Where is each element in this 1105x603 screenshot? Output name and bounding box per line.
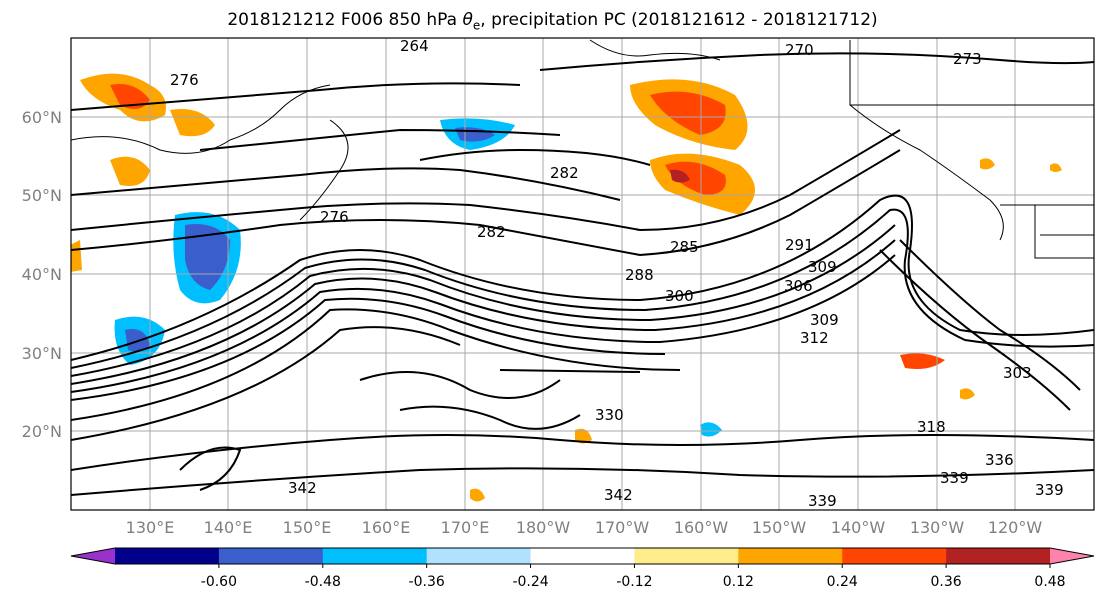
contour-label: 288 [625, 266, 654, 284]
colorbar: -0.60 -0.48 -0.36 -0.24 -0.12 0.12 0.24 0.36 0.4… [70, 547, 1095, 590]
colorbar-segment [115, 548, 220, 564]
contour-label: 330 [595, 406, 624, 424]
contour-label: 273 [953, 50, 982, 68]
contour-label: 339 [940, 469, 969, 487]
colorbar-tick-label: 0.48 [1034, 574, 1065, 590]
lat-label: 50°N [22, 186, 62, 205]
map-frame [70, 37, 1095, 511]
lat-label: 20°N [22, 422, 62, 441]
colorbar-tick-label: -0.24 [512, 574, 548, 590]
contour-label: 276 [320, 208, 349, 226]
lat-label: 40°N [22, 265, 62, 284]
contour-label: 282 [477, 223, 506, 241]
graticule [71, 38, 1094, 510]
contour-label: 339 [808, 492, 837, 510]
lon-label: 180°W [516, 518, 571, 537]
colorbar-tick-label: -0.48 [305, 574, 341, 590]
lon-label: 130°E [126, 518, 175, 537]
colorbar-segment [322, 548, 428, 564]
colorbar-segment [634, 548, 739, 564]
contour-label: 303 [1003, 364, 1032, 382]
colorbar-tick-label: 0.36 [931, 574, 962, 590]
colorbar-segment [218, 548, 324, 564]
contour-label: 306 [784, 277, 813, 295]
map-panel: 264 270 273 276 276 282 282 285 288 291 … [71, 37, 1094, 510]
colorbar-tick-label: 0.24 [827, 574, 858, 590]
lon-label: 160°E [362, 518, 411, 537]
contour-labels: 264 270 273 276 276 282 282 285 288 291 … [170, 37, 1064, 510]
colorbar-outline [70, 547, 1095, 565]
contour-label: 291 [785, 236, 814, 254]
colorbar-tick-label: 0.12 [723, 574, 754, 590]
map-title: 2018121212 F006 850 hPa θe, precipitatio… [227, 10, 878, 33]
contour-label: 312 [800, 329, 829, 347]
coastlines [71, 39, 1094, 259]
colorbar-tick-label: -0.60 [201, 574, 237, 590]
colorbar-segment [842, 548, 947, 564]
colorbar-segment [738, 548, 843, 564]
contour-label: 336 [985, 451, 1014, 469]
colorbar-extend-low [71, 548, 115, 564]
lon-label: 130°W [910, 518, 965, 537]
contour-label: 318 [917, 418, 946, 436]
lon-label: 120°W [988, 518, 1043, 537]
lon-label: 160°W [674, 518, 729, 537]
contour-label: 339 [1035, 481, 1064, 499]
colorbar-tick-label: -0.36 [409, 574, 445, 590]
lon-label: 170°W [595, 518, 650, 537]
theta-e-contours [71, 52, 1094, 496]
lon-label: 150°E [283, 518, 332, 537]
colorbar-tick-label: -0.12 [616, 574, 652, 590]
contour-label: 282 [550, 164, 579, 182]
colorbar-segment [946, 548, 1051, 564]
contour-label: 285 [670, 238, 699, 256]
contour-label: 309 [808, 258, 837, 276]
contour-label: 309 [810, 311, 839, 329]
contour-label: 300 [665, 287, 694, 305]
contour-label: 276 [170, 71, 199, 89]
lat-label: 60°N [22, 108, 62, 127]
lon-label: 140°W [831, 518, 886, 537]
lon-label: 150°W [752, 518, 807, 537]
colorbar-extend-high [1050, 548, 1094, 564]
contour-label: 342 [604, 486, 633, 504]
colorbar-segment [426, 548, 532, 564]
lon-label: 170°E [441, 518, 490, 537]
longitude-labels: 130°E 140°E 150°E 160°E 170°E 180°W 170°… [126, 518, 1043, 537]
contour-label: 264 [400, 37, 429, 55]
latitude-labels: 60°N 50°N 40°N 30°N 20°N [22, 108, 62, 441]
colorbar-segment [530, 548, 635, 564]
contour-label: 270 [785, 41, 814, 59]
lat-label: 30°N [22, 344, 62, 363]
contour-label: 342 [288, 479, 317, 497]
lon-label: 140°E [204, 518, 253, 537]
